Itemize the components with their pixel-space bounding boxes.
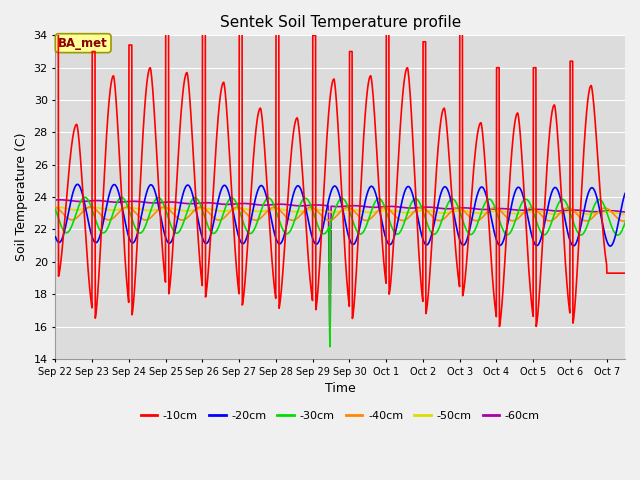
Legend: -10cm, -20cm, -30cm, -40cm, -50cm, -60cm: -10cm, -20cm, -30cm, -40cm, -50cm, -60cm [136, 407, 544, 425]
Y-axis label: Soil Temperature (C): Soil Temperature (C) [15, 133, 28, 262]
Title: Sentek Soil Temperature profile: Sentek Soil Temperature profile [220, 15, 461, 30]
X-axis label: Time: Time [325, 382, 356, 395]
Text: BA_met: BA_met [58, 36, 108, 49]
